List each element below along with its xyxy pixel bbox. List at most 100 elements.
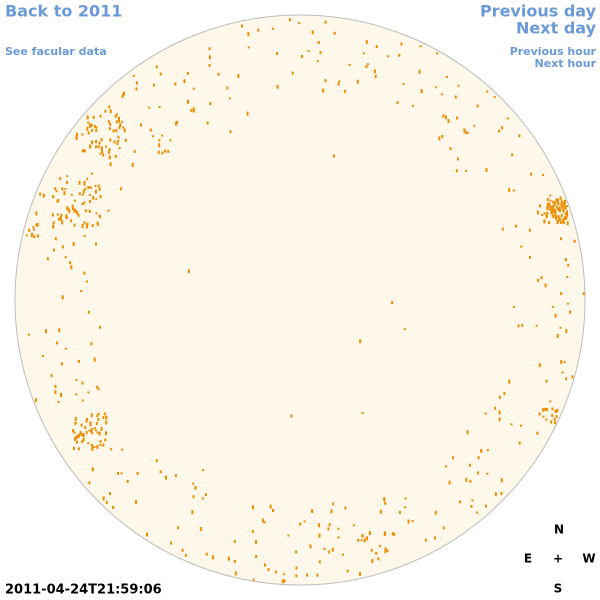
facula bbox=[51, 213, 54, 217]
facula bbox=[542, 415, 545, 418]
facula bbox=[445, 465, 448, 468]
facula bbox=[288, 18, 291, 22]
facula bbox=[549, 194, 552, 197]
facula bbox=[81, 433, 84, 437]
facula bbox=[556, 199, 559, 203]
facula bbox=[348, 64, 351, 66]
facula bbox=[155, 65, 158, 69]
facula bbox=[237, 74, 240, 79]
facula bbox=[96, 223, 99, 226]
facula bbox=[385, 548, 388, 552]
facula bbox=[72, 446, 75, 450]
facula bbox=[539, 204, 541, 208]
facula bbox=[109, 162, 112, 167]
facula bbox=[255, 539, 257, 544]
facula bbox=[89, 199, 92, 203]
facula bbox=[61, 187, 64, 191]
facula bbox=[464, 131, 467, 135]
previous-day-link[interactable]: Previous day bbox=[480, 2, 597, 21]
facula bbox=[545, 418, 548, 421]
facula bbox=[91, 444, 93, 447]
facula bbox=[91, 224, 94, 228]
facula bbox=[95, 126, 98, 129]
facula bbox=[191, 510, 194, 515]
facula bbox=[442, 526, 445, 530]
facula bbox=[564, 206, 567, 210]
facula bbox=[493, 95, 496, 98]
facula bbox=[99, 444, 102, 447]
facula bbox=[564, 258, 567, 261]
facula bbox=[96, 414, 99, 418]
facula bbox=[557, 208, 560, 211]
facula bbox=[95, 198, 98, 201]
facula bbox=[508, 187, 511, 192]
facula bbox=[28, 228, 31, 232]
next-hour-link[interactable]: Next hour bbox=[535, 57, 597, 70]
facula bbox=[402, 82, 405, 85]
facula bbox=[552, 204, 555, 208]
facula bbox=[241, 24, 243, 28]
facula bbox=[562, 209, 565, 212]
facula bbox=[357, 538, 360, 542]
facula bbox=[105, 420, 108, 425]
facula bbox=[404, 506, 406, 509]
next-day-link[interactable]: Next day bbox=[516, 19, 597, 38]
facula bbox=[204, 493, 207, 497]
facula bbox=[549, 400, 552, 403]
facula bbox=[530, 172, 533, 176]
facula bbox=[403, 328, 406, 331]
facula bbox=[100, 146, 103, 151]
facula bbox=[559, 220, 562, 224]
facula bbox=[555, 415, 558, 418]
facula bbox=[251, 529, 254, 533]
compass-west: W bbox=[582, 552, 595, 566]
facula bbox=[181, 548, 184, 552]
facula bbox=[104, 438, 107, 442]
facula bbox=[93, 427, 96, 430]
facula bbox=[282, 579, 284, 584]
facula bbox=[538, 363, 541, 368]
facula bbox=[122, 126, 125, 129]
facula bbox=[511, 153, 514, 157]
facula bbox=[93, 446, 96, 448]
facula bbox=[42, 193, 45, 198]
facula bbox=[565, 377, 568, 381]
facula bbox=[94, 125, 97, 128]
facula bbox=[192, 495, 195, 499]
facula bbox=[298, 21, 301, 24]
facula bbox=[543, 212, 546, 215]
facula bbox=[438, 136, 441, 141]
facula bbox=[86, 280, 88, 283]
facula bbox=[165, 475, 167, 480]
facula bbox=[252, 578, 255, 581]
facula bbox=[318, 560, 321, 564]
back-link[interactable]: Back to 2011 bbox=[5, 2, 122, 21]
facula bbox=[318, 523, 321, 528]
facula bbox=[554, 211, 557, 214]
facula bbox=[387, 55, 390, 58]
facula bbox=[295, 550, 298, 554]
facula bbox=[548, 202, 551, 206]
facula bbox=[368, 531, 371, 536]
facular-link[interactable]: See facular data bbox=[5, 45, 107, 58]
facula bbox=[73, 209, 76, 213]
facula bbox=[87, 391, 90, 394]
facula bbox=[57, 198, 60, 202]
facula bbox=[562, 218, 565, 221]
facula bbox=[99, 325, 101, 329]
facula bbox=[391, 532, 394, 536]
facula bbox=[206, 121, 209, 125]
facula bbox=[551, 210, 554, 214]
facula bbox=[95, 212, 98, 215]
facula bbox=[319, 51, 322, 55]
facula bbox=[35, 211, 38, 216]
facula bbox=[97, 418, 100, 422]
facula bbox=[109, 138, 112, 142]
facula bbox=[44, 329, 47, 334]
facula bbox=[373, 69, 376, 74]
facula bbox=[59, 177, 62, 181]
previous-hour-link[interactable]: Previous hour bbox=[510, 45, 597, 58]
facula bbox=[271, 27, 274, 30]
facula bbox=[61, 295, 64, 300]
